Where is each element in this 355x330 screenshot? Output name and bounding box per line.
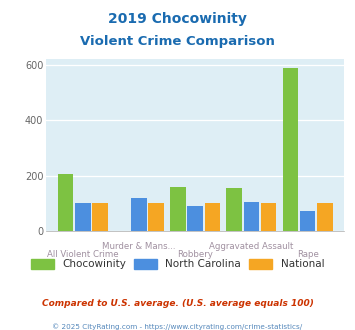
Bar <box>261 203 277 231</box>
Bar <box>226 188 242 231</box>
Text: © 2025 CityRating.com - https://www.cityrating.com/crime-statistics/: © 2025 CityRating.com - https://www.city… <box>53 323 302 330</box>
Bar <box>148 203 164 231</box>
Bar <box>58 174 73 231</box>
Bar <box>75 203 91 231</box>
Text: Compared to U.S. average. (U.S. average equals 100): Compared to U.S. average. (U.S. average … <box>42 299 313 308</box>
Text: Violent Crime Comparison: Violent Crime Comparison <box>80 35 275 48</box>
Bar <box>170 187 186 231</box>
Text: Aggravated Assault: Aggravated Assault <box>209 242 294 250</box>
Text: Robbery: Robbery <box>177 250 213 259</box>
Text: Rape: Rape <box>297 250 318 259</box>
Bar <box>283 68 298 231</box>
Text: Murder & Mans...: Murder & Mans... <box>102 242 176 250</box>
Bar <box>300 211 316 231</box>
Bar <box>317 203 333 231</box>
Legend: Chocowinity, North Carolina, National: Chocowinity, North Carolina, National <box>27 255 328 274</box>
Bar <box>244 202 259 231</box>
Text: 2019 Chocowinity: 2019 Chocowinity <box>108 12 247 25</box>
Bar <box>204 203 220 231</box>
Bar <box>92 203 108 231</box>
Text: All Violent Crime: All Violent Crime <box>47 250 119 259</box>
Bar <box>187 206 203 231</box>
Bar <box>131 198 147 231</box>
